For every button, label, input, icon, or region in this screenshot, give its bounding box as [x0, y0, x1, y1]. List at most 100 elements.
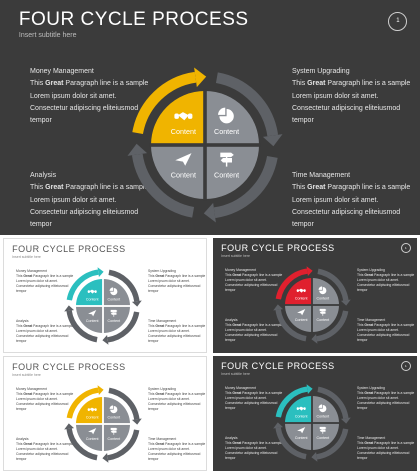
cycle-diagram: Content Content Content Content	[64, 385, 142, 463]
quadrant-bottom-right[interactable]	[103, 424, 130, 451]
text-block-money: Money Management This Great Paragraph lin…	[30, 66, 148, 127]
quadrant-label: Content	[214, 127, 239, 136]
slide-thumb-gold-light[interactable]: FOUR CYCLE PROCESS Insert subtitle here Mo…	[3, 356, 207, 471]
block-title: Money Management	[225, 386, 256, 390]
quadrant-bottom-left[interactable]	[151, 145, 205, 199]
text-block-time: Time Management This Great Paragraph line…	[357, 436, 414, 462]
block-line-2: Lorem ipsum dolor sit amet.	[225, 328, 267, 333]
block-line-1: This Great Paragraph line is a sample	[16, 442, 74, 447]
cycle-arrow-top-left	[66, 267, 104, 301]
cycle-arrow-top-right	[317, 386, 351, 424]
block-line-2: Lorem ipsum dolor sit amet.	[357, 446, 399, 451]
quadrant-bottom-right[interactable]	[312, 423, 339, 450]
text-block-money: Money Management This Great Paragraph lin…	[225, 268, 282, 294]
block-title: Analysis	[30, 172, 57, 179]
slide-main: FOUR CYCLE PROCESS Insert subtitle here 1 M…	[0, 0, 420, 235]
cycle-arrow-top-right	[108, 387, 142, 425]
slide-subtitle: Insert subtitle here	[12, 372, 41, 377]
block-line-3: Consectetur adipiscing eliteiusmod	[16, 334, 69, 339]
quadrant-label: Content	[214, 170, 239, 179]
paper-plane-icon	[297, 427, 306, 434]
text-block-time: Time Management This Great Paragraph line…	[148, 437, 205, 463]
quadrant-label: Content	[317, 436, 330, 440]
cycle-diagram: Content Content Content Content	[273, 384, 351, 462]
block-line-2: Lorem ipsum dolor sit amet.	[148, 279, 190, 284]
block-line-3: Consectetur adipiscing eliteiusmod	[30, 104, 139, 112]
paper-plane-icon	[175, 153, 192, 166]
block-line-1: This Great Paragraph line is a sample	[16, 324, 74, 329]
block-line-1: This Great Paragraph line is a sample	[292, 184, 411, 192]
handshake-icon	[87, 407, 97, 412]
paper-plane-icon	[88, 310, 97, 317]
slide-thumb-red-dark[interactable]: FOUR CYCLE PROCESS Insert subtitle here 1 M…	[213, 238, 417, 353]
block-line-2: Lorem ipsum dolor sit amet.	[225, 278, 267, 283]
quadrant-label: Content	[108, 298, 121, 302]
block-title: Time Management	[148, 437, 177, 441]
pie-chart-icon	[318, 404, 327, 413]
cycle-arrow-bottom-right	[102, 311, 140, 345]
block-line-1: This Great Paragraph line is a sample	[16, 392, 74, 397]
paper-plane-icon	[297, 309, 306, 316]
block-line-1: This Great Paragraph line is a sample	[357, 323, 415, 328]
block-line-2: Lorem ipsum dolor sit amet.	[30, 92, 117, 100]
quadrant-bottom-right[interactable]	[103, 306, 130, 333]
block-title: System Upgrading	[357, 268, 385, 272]
block-line-4: tempor	[148, 339, 159, 344]
block-line-3: Consectetur adipiscing eliteiusmod	[148, 334, 201, 339]
cycle-arrow-bottom-right	[102, 429, 140, 463]
block-title: Money Management	[16, 269, 47, 273]
block-line-4: tempor	[292, 117, 314, 124]
text-block-money: Money Management This Great Paragraph lin…	[225, 386, 282, 412]
cycle-arrow-bottom-right	[203, 155, 278, 223]
slide-title: FOUR CYCLE PROCESS	[221, 360, 335, 371]
cycle-arrow-bottom-left	[64, 305, 98, 343]
block-line-3: Consectetur adipiscing eliteiusmod	[225, 401, 278, 406]
handshake-icon	[296, 406, 306, 411]
cycle-arrow-top-left	[132, 67, 207, 135]
block-line-3: Consectetur adipiscing eliteiusmod	[225, 451, 278, 456]
text-block-system: System Upgrading This Great Paragraph lin…	[357, 268, 414, 294]
slide-thumb-teal-dark[interactable]: FOUR CYCLE PROCESS Insert subtitle here 1 M…	[213, 356, 417, 471]
block-line-4: tempor	[357, 456, 368, 461]
quadrant-bottom-left[interactable]	[285, 305, 312, 332]
quadrant-bottom-left[interactable]	[285, 423, 312, 450]
block-line-2: Lorem ipsum dolor sit amet.	[16, 329, 58, 334]
quadrant-bottom-right[interactable]	[312, 305, 339, 332]
quadrant-bottom-left[interactable]	[76, 306, 103, 333]
block-title: Time Management	[292, 172, 351, 179]
text-block-time: Time Management This Great Paragraph line…	[357, 318, 414, 344]
block-line-1: This Great Paragraph line is a sample	[357, 391, 415, 396]
block-line-2: Lorem ipsum dolor sit amet.	[30, 196, 117, 204]
quadrant-bottom-right[interactable]	[205, 145, 259, 199]
block-line-2: Lorem ipsum dolor sit amet.	[357, 396, 399, 401]
quadrant-bottom-left[interactable]	[76, 424, 103, 451]
block-line-4: tempor	[225, 456, 236, 461]
handshake-icon	[296, 288, 306, 293]
cycle-arrow-top-left	[66, 385, 104, 419]
block-line-1: This Great Paragraph line is a sample	[30, 184, 149, 192]
block-title: Money Management	[225, 268, 256, 272]
cycle-arrow-bottom-left	[64, 423, 98, 461]
block-line-3: Consectetur adipiscing eliteiusmod	[357, 333, 410, 338]
block-title: Money Management	[30, 68, 94, 75]
cycle-arrow-top-left	[275, 266, 313, 300]
block-line-1: This Great Paragraph line is a sample	[225, 273, 283, 278]
quadrant-label: Content	[295, 436, 308, 440]
slide-thumb-teal-light[interactable]: FOUR CYCLE PROCESS Insert subtitle here Mo…	[3, 238, 207, 353]
block-line-3: Consectetur adipiscing eliteiusmod	[148, 452, 201, 457]
block-line-2: Lorem ipsum dolor sit amet.	[292, 92, 379, 100]
block-line-1: This Great Paragraph line is a sample	[357, 441, 415, 446]
block-line-4: tempor	[357, 406, 368, 411]
text-block-analysis: Analysis This Great Paragraph line is a s…	[225, 436, 282, 462]
block-line-2: Lorem ipsum dolor sit amet.	[225, 446, 267, 451]
block-title: System Upgrading	[148, 387, 176, 391]
slide-subtitle: Insert subtitle here	[12, 254, 41, 259]
block-line-4: tempor	[225, 406, 236, 411]
block-title: Analysis	[225, 436, 238, 440]
cycle-arrow-top-left	[275, 384, 313, 418]
block-line-4: tempor	[357, 288, 368, 293]
block-line-1: This Great Paragraph line is a sample	[148, 392, 206, 397]
quadrant-label: Content	[86, 298, 99, 302]
block-line-4: tempor	[30, 117, 52, 124]
block-line-2: Lorem ipsum dolor sit amet.	[16, 279, 58, 284]
